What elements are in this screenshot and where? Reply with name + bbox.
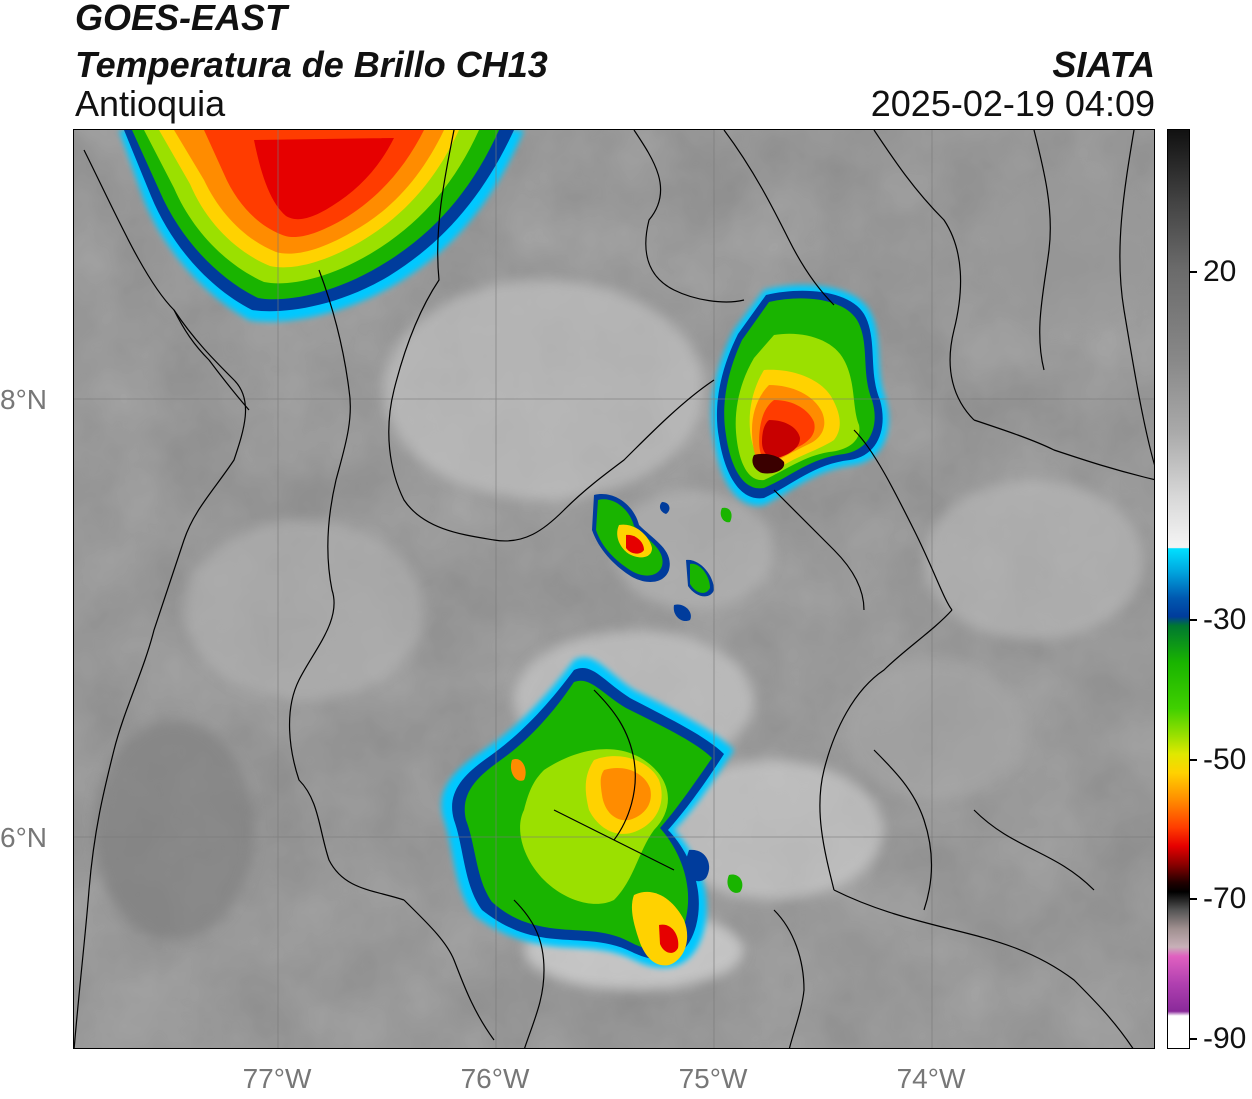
political-borders <box>74 130 1154 1048</box>
storm-cells-small <box>592 494 732 622</box>
lon-tick-label: 76°W <box>460 1063 530 1094</box>
colorbar-label: 20 <box>1203 255 1237 288</box>
colorbar-tick <box>1190 1038 1197 1040</box>
colorbar-tick <box>1190 759 1197 761</box>
colorbar-label: -30 <box>1203 603 1247 636</box>
storm-cell-south <box>441 657 743 968</box>
colorbar-label: -90 <box>1203 1022 1247 1055</box>
map-gridlines <box>74 130 1154 1048</box>
lon-tick-label: 75°W <box>678 1063 748 1094</box>
colorbar-tick <box>1190 271 1197 273</box>
channel-title: Temperatura de Brillo CH13 <box>75 44 548 85</box>
product-title: GOES-EAST <box>75 0 288 38</box>
colorbar <box>1167 129 1190 1049</box>
lat-tick-label: 8°N <box>0 384 47 415</box>
storm-cell-northwest <box>119 130 524 322</box>
colorbar-tick <box>1190 898 1197 900</box>
map-canvas <box>74 130 1154 1048</box>
storm-cell-northeast <box>711 285 889 506</box>
lon-tick-label: 74°W <box>896 1063 966 1094</box>
colorbar-label: -70 <box>1203 882 1247 915</box>
satellite-map <box>73 129 1155 1049</box>
colorbar-tick <box>1190 619 1197 621</box>
lat-tick-label: 6°N <box>0 822 47 853</box>
region-label: Antioquia <box>75 83 226 124</box>
timestamp-label: 2025-02-19 04:09 <box>870 83 1155 124</box>
lon-tick-label: 77°W <box>242 1063 312 1094</box>
organization-label: SIATA <box>1052 44 1155 85</box>
colorbar-label: -50 <box>1203 743 1247 776</box>
